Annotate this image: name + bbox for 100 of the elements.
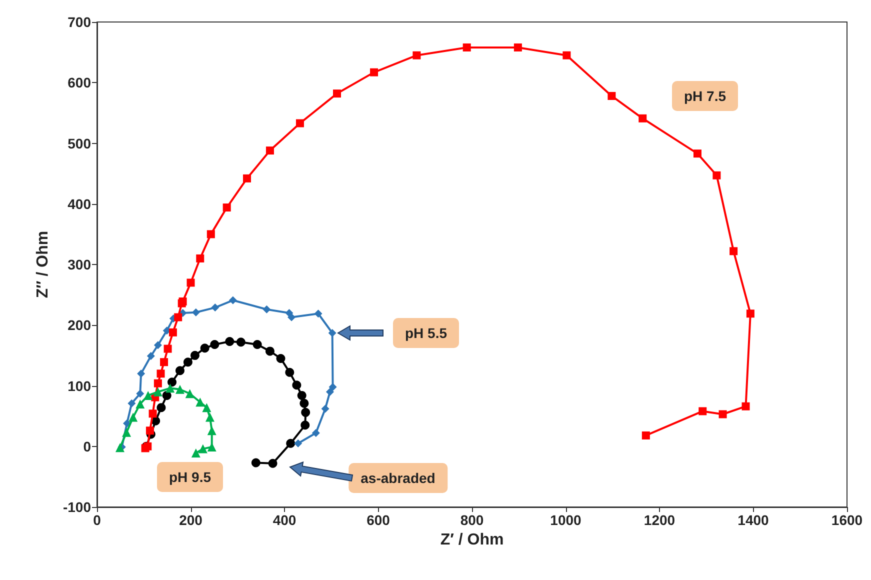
y-tick-label: 600	[68, 74, 92, 91]
point	[210, 340, 220, 350]
point	[191, 448, 200, 458]
point	[265, 346, 274, 356]
x-tick-label: 1200	[644, 512, 676, 528]
y-tick-label: 300	[68, 256, 92, 272]
y-tick-label: 0	[83, 438, 92, 454]
x-tick-label: 0	[93, 512, 102, 528]
point	[297, 390, 306, 400]
annotation: pH 5.5	[392, 318, 460, 348]
point	[205, 412, 214, 422]
point	[296, 119, 304, 128]
point	[122, 428, 132, 437]
y-tick-label: 100	[68, 378, 92, 394]
point	[175, 366, 184, 376]
point	[285, 368, 294, 377]
point	[196, 254, 204, 262]
point	[186, 278, 195, 287]
point	[301, 408, 310, 417]
point	[136, 390, 144, 398]
point	[300, 398, 309, 408]
point	[175, 384, 184, 394]
point	[236, 338, 246, 347]
x-tick-label: 1000	[550, 512, 582, 528]
point	[154, 379, 162, 388]
y-tick-label: -100	[62, 499, 92, 515]
point	[146, 426, 154, 435]
point	[276, 354, 286, 363]
point	[251, 458, 260, 468]
point	[153, 387, 162, 396]
point	[166, 384, 175, 393]
x-tick-label: 400	[272, 512, 296, 528]
annotation: pH 9.5	[156, 462, 224, 492]
point	[328, 382, 337, 391]
point	[718, 410, 727, 418]
point	[292, 380, 302, 390]
point	[228, 296, 237, 304]
point	[608, 92, 616, 100]
point	[222, 204, 231, 212]
point	[192, 308, 200, 316]
point	[136, 399, 145, 408]
y-tick-label: 400	[68, 196, 92, 212]
point	[202, 403, 212, 412]
point	[243, 174, 251, 182]
point	[321, 404, 330, 413]
point	[333, 90, 341, 98]
point	[154, 341, 162, 350]
point	[198, 444, 208, 454]
x-tick-label: 1600	[831, 512, 863, 528]
point	[128, 399, 136, 408]
point	[190, 350, 200, 360]
point	[328, 329, 336, 338]
point	[156, 403, 166, 412]
point	[268, 458, 278, 468]
point	[300, 420, 310, 430]
point	[642, 431, 650, 440]
y-tick-label: 200	[68, 317, 92, 334]
point	[562, 51, 571, 60]
point	[200, 344, 210, 353]
point	[211, 304, 220, 312]
point	[693, 150, 702, 158]
point	[160, 358, 168, 366]
y-tick-label: 700	[68, 14, 92, 30]
x-tick-label: 600	[366, 512, 390, 528]
point	[174, 313, 182, 322]
point	[730, 247, 738, 256]
point	[148, 410, 157, 418]
point	[115, 443, 124, 452]
point	[156, 370, 165, 378]
point	[742, 402, 750, 410]
point	[128, 412, 138, 422]
point	[266, 146, 274, 155]
point	[168, 328, 177, 336]
point	[162, 390, 172, 400]
point	[294, 439, 302, 448]
point	[326, 388, 334, 396]
point	[314, 310, 322, 318]
point	[146, 352, 155, 360]
point	[168, 378, 176, 387]
x-tick-label: 800	[460, 512, 484, 528]
point	[225, 336, 234, 346]
point	[252, 340, 262, 350]
point	[196, 398, 205, 407]
point	[698, 407, 707, 416]
point	[206, 230, 215, 238]
point	[288, 313, 296, 322]
x-axis-title: Z′ / Ohm	[440, 531, 504, 548]
point	[144, 390, 153, 400]
x-tick-label: 200	[179, 512, 203, 528]
point	[312, 429, 320, 438]
point	[370, 68, 378, 76]
annotation: as-abraded	[348, 463, 448, 493]
x-tick-label: 1400	[738, 512, 770, 528]
point	[514, 43, 522, 52]
point	[286, 438, 296, 448]
annotation: pH 7.5	[672, 81, 738, 111]
point	[746, 310, 754, 318]
point	[137, 370, 146, 378]
point	[207, 426, 216, 436]
point	[183, 358, 192, 367]
